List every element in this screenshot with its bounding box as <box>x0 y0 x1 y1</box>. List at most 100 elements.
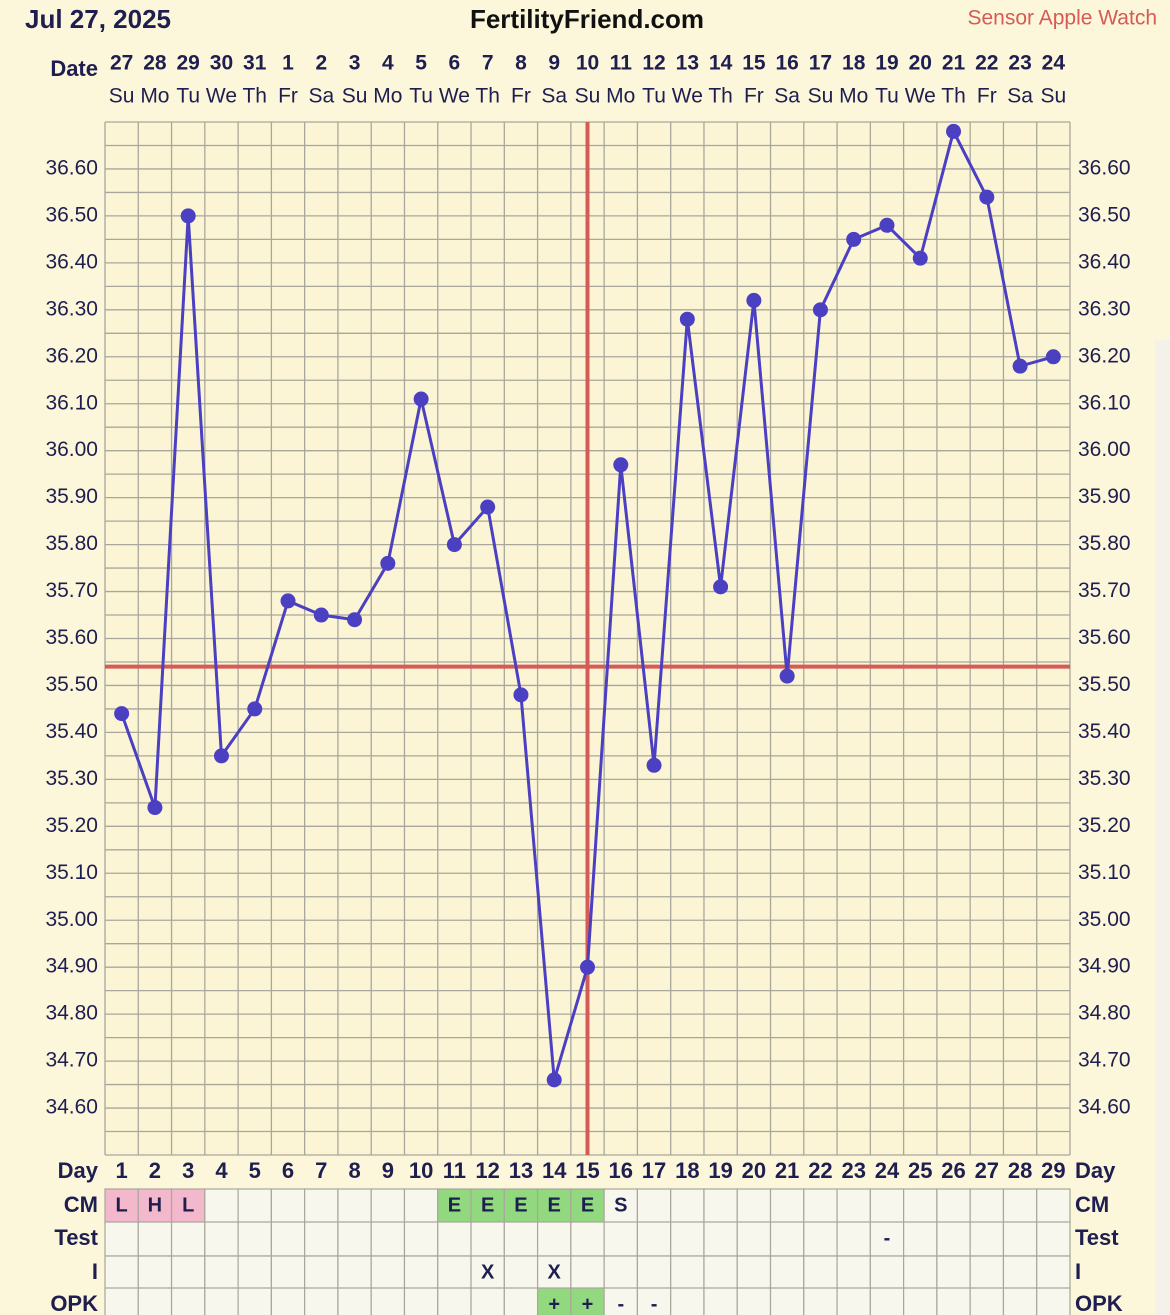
cell-text: 4 <box>215 1158 228 1183</box>
table-cell <box>204 1287 239 1315</box>
weekday-label: Sa <box>1007 85 1033 108</box>
temperature-point <box>546 1072 562 1088</box>
table-cell <box>437 1255 472 1291</box>
temperature-point <box>347 612 363 628</box>
date-label: 8 <box>515 52 527 75</box>
table-cell <box>536 1221 572 1257</box>
table-cell <box>337 1287 372 1315</box>
cell-text: 24 <box>875 1158 900 1183</box>
table-cell <box>536 1188 572 1224</box>
table-cell <box>803 1287 838 1315</box>
y-tick-label: 34.80 <box>45 1002 98 1025</box>
weekday-label: Fr <box>511 85 531 108</box>
cell-text: + <box>582 1293 594 1315</box>
table-cell <box>137 1255 173 1291</box>
table-cell <box>170 1255 206 1291</box>
weekday-label: Fr <box>278 85 298 108</box>
temperature-point <box>879 217 895 233</box>
y2-tick-label: 35.70 <box>1078 579 1131 602</box>
table-cell <box>869 1255 905 1291</box>
date-label: 22 <box>975 52 998 75</box>
date-label: 10 <box>576 52 599 75</box>
weekday-label: Tu <box>642 85 666 108</box>
table-cell <box>104 1287 139 1315</box>
temperature-point <box>413 391 429 407</box>
row-label: Test <box>54 1225 98 1250</box>
cell-text: 8 <box>348 1158 360 1183</box>
weekday-label: Tu <box>875 85 899 108</box>
table-cell <box>703 1287 738 1315</box>
temperature-point <box>779 668 795 684</box>
table-cell <box>270 1287 306 1315</box>
date-label: 15 <box>742 52 766 75</box>
table-cell <box>836 1188 871 1224</box>
y-tick-label: 36.20 <box>45 344 98 367</box>
table-cell <box>570 1188 605 1224</box>
temperature-point <box>979 189 995 205</box>
y2-tick-label: 36.20 <box>1078 344 1131 367</box>
table-cell <box>703 1188 738 1224</box>
temperature-point <box>380 555 396 571</box>
weekday-label: We <box>206 85 237 108</box>
cell-text: H <box>148 1194 162 1216</box>
table-cell <box>769 1287 805 1315</box>
cell-text: 16 <box>609 1158 633 1183</box>
table-cell <box>1036 1287 1071 1315</box>
row-label: OPK <box>50 1291 98 1315</box>
table-cell <box>536 1287 572 1315</box>
weekday-label: Tu <box>409 85 433 108</box>
cell-text: 21 <box>775 1158 799 1183</box>
temperature-point <box>114 706 130 722</box>
table-cell <box>769 1255 805 1291</box>
table-cell <box>104 1221 139 1257</box>
chart-date: Jul 27, 2025 <box>25 4 171 34</box>
table-cell <box>570 1255 605 1291</box>
y-tick-label: 35.20 <box>45 814 98 837</box>
cell-text: 9 <box>382 1158 394 1183</box>
cell-text: X <box>481 1261 495 1283</box>
table-cell <box>170 1287 206 1315</box>
y2-tick-label: 34.60 <box>1078 1096 1131 1119</box>
weekday-label: Th <box>708 85 733 108</box>
temperature-point <box>646 757 662 773</box>
table-cell <box>936 1221 971 1257</box>
table-cell <box>370 1255 406 1291</box>
table-cell <box>570 1221 605 1257</box>
date-label: 27 <box>110 52 133 75</box>
weekday-label: Su <box>342 85 368 108</box>
date-label: 30 <box>210 52 233 75</box>
cell-text: 14 <box>542 1158 567 1183</box>
table-cell <box>636 1188 672 1224</box>
temperature-point <box>812 302 828 318</box>
table-cell <box>370 1188 406 1224</box>
temperature-point <box>513 687 529 703</box>
cell-text: 27 <box>975 1158 999 1183</box>
weekday-label: Th <box>941 85 966 108</box>
table-cell <box>836 1255 871 1291</box>
table-cell <box>803 1221 838 1257</box>
table-cell <box>703 1255 738 1291</box>
table-cell <box>370 1287 406 1315</box>
cell-text: E <box>448 1194 461 1216</box>
cell-text: 6 <box>282 1158 294 1183</box>
cell-text: 7 <box>315 1158 327 1183</box>
temperature-point <box>846 231 862 247</box>
cell-text: + <box>548 1293 560 1315</box>
y2-tick-label: 35.80 <box>1078 532 1131 555</box>
y2-tick-label: 36.40 <box>1078 250 1131 273</box>
row-label: I <box>92 1259 98 1284</box>
table-cell <box>337 1255 372 1291</box>
cell-text: 22 <box>808 1158 832 1183</box>
cell-text: 20 <box>742 1158 766 1183</box>
temperature-point <box>313 607 329 623</box>
weekday-label: Th <box>475 85 500 108</box>
y2-tick-label: 35.40 <box>1078 720 1131 743</box>
table-cell <box>204 1255 239 1291</box>
table-cell <box>903 1255 938 1291</box>
table-cell <box>403 1188 439 1224</box>
cell-text: E <box>581 1194 594 1216</box>
cell-text: 29 <box>1041 1158 1065 1183</box>
cell-text: 28 <box>1008 1158 1032 1183</box>
